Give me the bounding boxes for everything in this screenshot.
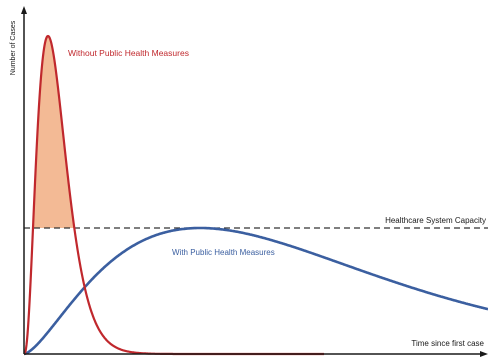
x-axis-label: Time since first case: [411, 339, 484, 348]
y-axis-label: Number of Cases: [10, 20, 17, 75]
x-axis-arrowhead: [480, 351, 488, 357]
capacity-label: Healthcare System Capacity: [385, 216, 486, 225]
curve-with-label: With Public Health Measures: [172, 248, 275, 257]
excess-cases-area: [33, 36, 74, 228]
curve-without-label: Without Public Health Measures: [68, 48, 189, 58]
curve-with-measures: [23, 226, 488, 356]
y-axis-arrowhead: [21, 6, 27, 14]
